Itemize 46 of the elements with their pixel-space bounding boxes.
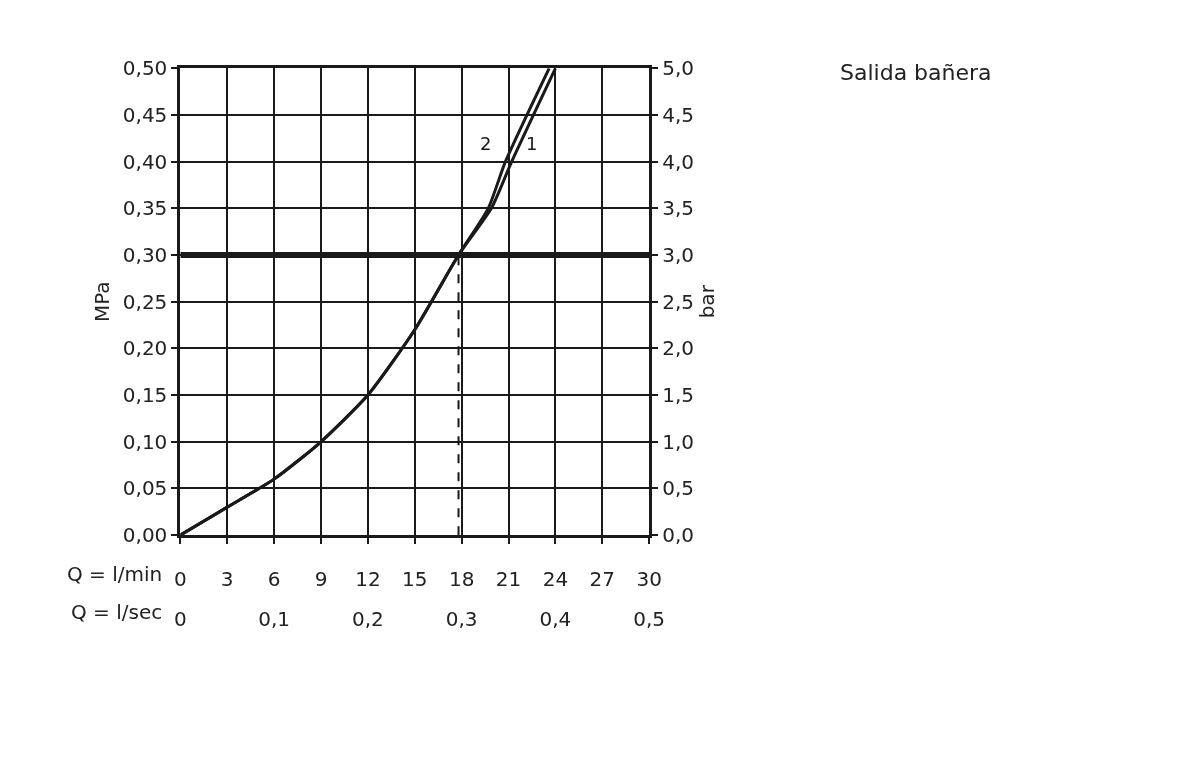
text: Salida bañera — [840, 60, 992, 86]
x-tick-label: 18 — [448, 567, 475, 592]
y-tick-label: 0,35 — [122, 196, 168, 221]
y2-tick-label: 0,0 — [662, 523, 694, 548]
x2-tick-label: 0,2 — [351, 606, 384, 631]
y2-tick-label: 2,0 — [662, 336, 694, 361]
x-tick-label: 3 — [220, 567, 234, 592]
y2-tick-label: 1,0 — [662, 429, 694, 454]
y-tick-label: 0,25 — [122, 289, 168, 314]
series-label: 2 — [480, 133, 492, 154]
x-tick-label: 24 — [542, 567, 569, 592]
y-tick-label: 0,05 — [122, 476, 168, 501]
x-tick-label: 30 — [636, 567, 662, 592]
y2-tick-label: 4,5 — [662, 103, 694, 127]
y-tick-label: 0,45 — [122, 103, 168, 127]
y2-axis-title: bar — [695, 284, 720, 319]
x2-tick-label: 0,4 — [539, 606, 572, 631]
y-tick-label: 0,15 — [122, 383, 168, 408]
y2-tick-label: 1,5 — [662, 383, 694, 408]
x2-axis-title: Q = l/sec — [71, 600, 163, 624]
x-tick-label: 27 — [589, 567, 616, 592]
x2-tick-label: 0 — [173, 606, 187, 631]
x-axis-title: Q = l/min — [67, 562, 163, 586]
x2-tick-label: 0,5 — [633, 606, 666, 631]
y-tick-label: 0,00 — [122, 523, 168, 548]
x-tick-label: 9 — [314, 567, 328, 592]
y-axis-title: MPa — [90, 281, 115, 323]
y2-tick-label: 5,0 — [662, 56, 694, 81]
x-tick-label: 0 — [173, 567, 187, 592]
y2-tick-label: 0,5 — [662, 476, 694, 501]
y2-tick-label: 3,5 — [662, 196, 694, 221]
x-tick-label: 15 — [402, 567, 428, 592]
x2-tick-label: 0,3 — [445, 606, 478, 631]
series-label: 1 — [526, 133, 538, 154]
y-tick-label: 0,50 — [122, 56, 168, 81]
y-tick-label: 0,40 — [122, 149, 168, 174]
y2-tick-label: 4,0 — [662, 149, 694, 174]
x-tick-label: 12 — [355, 567, 381, 592]
y-tick-label: 0,10 — [122, 429, 168, 454]
y-tick-label: 0,30 — [122, 243, 168, 268]
x-tick-label: 21 — [495, 567, 522, 592]
x2-tick-label: 0,1 — [258, 606, 291, 631]
x-tick-label: 6 — [267, 567, 281, 592]
y-tick-label: 0,20 — [122, 336, 168, 361]
y2-tick-label: 3,0 — [662, 243, 694, 268]
y2-tick-label: 2,5 — [662, 289, 694, 314]
